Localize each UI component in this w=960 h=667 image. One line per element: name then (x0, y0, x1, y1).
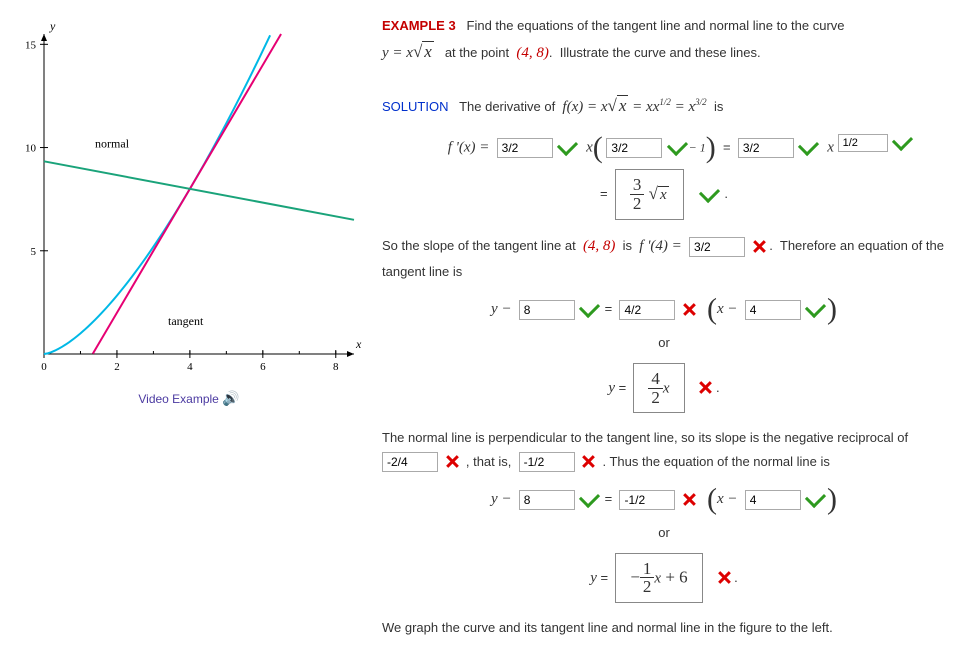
cross-icon (445, 455, 459, 469)
cross-icon (698, 381, 712, 395)
check-icon (559, 141, 575, 155)
answer-box[interactable]: −12x + 6 (615, 553, 702, 604)
or-2: or (382, 521, 946, 544)
svg-text:tangent: tangent (168, 314, 204, 328)
svg-text:6: 6 (260, 361, 266, 373)
normal-sentence: The normal line is perpendicular to the … (382, 426, 946, 473)
check-icon (807, 493, 823, 507)
final-note: We graph the curve and its tangent line … (382, 616, 946, 639)
answer-box[interactable]: 42x (633, 363, 684, 414)
svg-text:2: 2 (114, 361, 120, 373)
cross-icon (581, 455, 595, 469)
answer-box[interactable]: 32 √x (615, 169, 684, 220)
input-coef2[interactable] (738, 138, 794, 158)
check-icon (894, 136, 910, 150)
normal-simplified: y = −12x + 6 . (382, 553, 946, 604)
svg-text:8: 8 (333, 361, 339, 373)
input-slope[interactable] (689, 237, 745, 257)
speaker-icon: 🔊 (222, 390, 239, 406)
check-icon (701, 188, 717, 202)
derivative-line: f '(x) = x( − 1) = x (412, 130, 946, 161)
svg-text:10: 10 (25, 143, 37, 155)
video-label: Video Example (138, 392, 219, 406)
svg-text:4: 4 (187, 361, 193, 373)
cross-icon (717, 571, 731, 585)
curve-equation: y = x√x (382, 45, 438, 61)
figure-panel: 0 2 4 6 8 5 10 15 x y normal tangent Video Example … (14, 14, 364, 407)
input-exp1[interactable] (606, 138, 662, 158)
cross-icon (682, 303, 696, 317)
input-coef1[interactable] (497, 138, 553, 158)
input-neg[interactable] (519, 452, 575, 472)
video-example-link[interactable]: Video Example 🔊 (14, 390, 364, 407)
point: (4, 8) (516, 45, 549, 61)
input-exp2[interactable] (838, 134, 888, 152)
cross-icon (682, 493, 696, 507)
input-m2[interactable] (619, 490, 675, 510)
example-label: EXAMPLE 3 (382, 18, 456, 33)
svg-text:normal: normal (95, 137, 130, 151)
input-x2[interactable] (745, 490, 801, 510)
svg-text:y: y (49, 19, 56, 33)
derivative-simplified: = 32 √x . (382, 169, 946, 220)
svg-text:x: x (355, 337, 362, 351)
input-m1[interactable] (619, 300, 675, 320)
check-icon (800, 141, 816, 155)
cross-icon (752, 240, 766, 254)
solution-block: SOLUTION The derivative of f(x) = x√x = … (382, 91, 946, 122)
or-1: or (382, 331, 946, 354)
graph: 0 2 4 6 8 5 10 15 x y normal tangent (14, 14, 364, 384)
input-recip[interactable] (382, 452, 438, 472)
content-panel: EXAMPLE 3 Find the equations of the tang… (382, 14, 946, 653)
check-icon (669, 141, 685, 155)
input-x1[interactable] (745, 300, 801, 320)
deriv-chain: f(x) = x√x = xx1/2 = x3/2 (562, 99, 710, 115)
solution-label: SOLUTION (382, 99, 448, 114)
check-icon (581, 303, 597, 317)
svg-text:0: 0 (41, 361, 47, 373)
tangent-simplified: y = 42x . (382, 363, 946, 414)
slope-sentence: So the slope of the tangent line at (4, … (382, 233, 946, 283)
check-icon (807, 303, 823, 317)
input-y2[interactable] (519, 490, 575, 510)
svg-text:5: 5 (31, 246, 37, 258)
prompt: EXAMPLE 3 Find the equations of the tang… (382, 14, 946, 68)
check-icon (581, 493, 597, 507)
svg-text:15: 15 (25, 39, 37, 51)
input-y1[interactable] (519, 300, 575, 320)
tangent-equation: y − = (x − ) (382, 296, 946, 323)
normal-equation: y − = (x − ) (382, 486, 946, 513)
